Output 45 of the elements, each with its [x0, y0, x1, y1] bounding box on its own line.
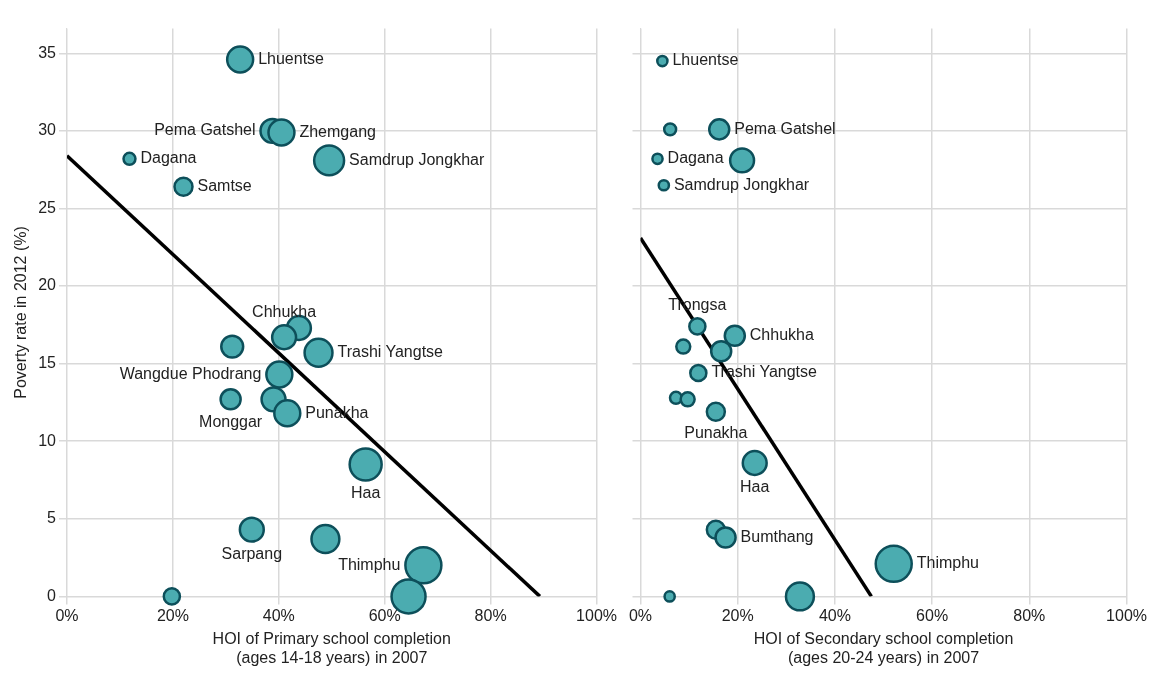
annotation: Chhukha [749, 326, 814, 344]
x-axis-title: HOI of Primary school completion (ages 14-18 years) in 2007 [212, 629, 451, 666]
y-tick-label: 10 [38, 431, 57, 449]
y-tick-label: 0 [47, 586, 57, 604]
annotation: Haa [740, 478, 770, 496]
annotation: Bumthang [740, 527, 814, 545]
x-tick-label: 40% [818, 607, 851, 625]
annotation: Lhuentse [258, 49, 325, 67]
annotation: Haa [350, 483, 381, 501]
annotation: Dagana [140, 149, 197, 167]
y-tick-label: 20 [38, 276, 57, 294]
x-tick-label: 40% [262, 607, 295, 625]
annotation: Pema Gatshel [734, 119, 836, 137]
y-tick-label: 25 [38, 198, 57, 216]
annotation: Wangdue Phodrang [119, 364, 262, 382]
x-tick-label: 100% [576, 607, 617, 625]
annotation: Dagana [667, 149, 724, 167]
annotation: Trashi Yangtse [337, 343, 444, 361]
x-tick-label: 60% [916, 607, 949, 625]
x-tick-label: 0% [55, 607, 79, 625]
annotation: Chhukha [252, 302, 317, 320]
annotation: Samdrup Jongkhar [673, 175, 810, 193]
x-tick-label: 20% [156, 607, 189, 625]
annotation: Thimphu [916, 554, 979, 572]
annotation: Samtse [197, 177, 252, 195]
x-tick-label: 80% [474, 607, 507, 625]
y-tick-label: 5 [47, 509, 57, 527]
annotation: Thimphu [338, 555, 401, 573]
x-tick-label: 0% [628, 607, 653, 625]
y-tick-label: 30 [38, 121, 57, 139]
annotation: Lhuentse [672, 51, 739, 69]
x-tick-label: 100% [1106, 607, 1147, 625]
y-axis-title: Poverty rate in 2012 (%) [12, 226, 30, 399]
x-axis-title: HOI of Secondary school completion (ages 20-24 years) in 2007 [753, 629, 1014, 666]
x-tick-label: 20% [721, 607, 754, 625]
y-tick-label: 35 [38, 43, 57, 61]
annotation: Pema Gatshel [154, 121, 256, 139]
x-tick-label: 60% [368, 607, 401, 625]
y-tick-label: 15 [38, 354, 57, 372]
annotation: Zhemgang [299, 122, 376, 140]
annotation: Punakha [684, 424, 748, 442]
annotation: Monggar [199, 412, 263, 430]
annotation: Samdrup Jongkhar [349, 150, 485, 168]
x-tick-label: 80% [1013, 607, 1046, 625]
annotation: Sarpang [221, 545, 283, 563]
